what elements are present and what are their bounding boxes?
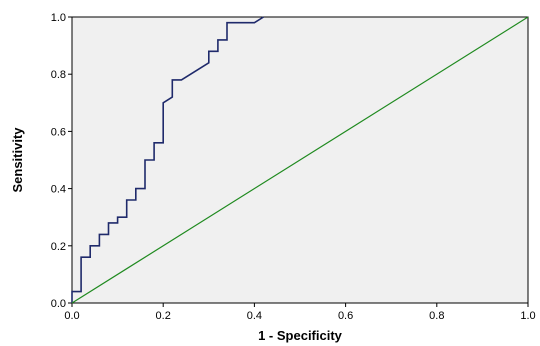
x-tick-label: 0.8 xyxy=(429,310,444,322)
axis-ticks: 0.0 0.2 0.4 0.6 0.8 1.0 0.0 0.2 0.4 0.6 0.8 1.0 xyxy=(51,12,536,322)
y-tick-label: 0.6 xyxy=(51,126,66,138)
y-tick-label: 1.0 xyxy=(51,12,66,24)
roc-curve-line xyxy=(71,16,264,303)
y-tick-label: 0.2 xyxy=(51,241,66,253)
y-tick-label: 0.0 xyxy=(51,298,66,310)
x-tick-label: 0.4 xyxy=(247,310,262,322)
y-tick-label: 0.8 xyxy=(51,69,66,81)
x-tick-label: 0.0 xyxy=(64,310,79,322)
x-tick-label: 1.0 xyxy=(520,310,535,322)
series-layer xyxy=(71,16,529,304)
x-tick-label: 0.6 xyxy=(338,310,353,322)
y-axis-title: Sensitivity xyxy=(10,127,25,193)
x-tick-label: 0.2 xyxy=(156,310,171,322)
x-axis-title: 1 - Specificity xyxy=(258,328,343,343)
y-tick-label: 0.4 xyxy=(51,184,66,196)
reference-diagonal-line xyxy=(71,16,529,304)
